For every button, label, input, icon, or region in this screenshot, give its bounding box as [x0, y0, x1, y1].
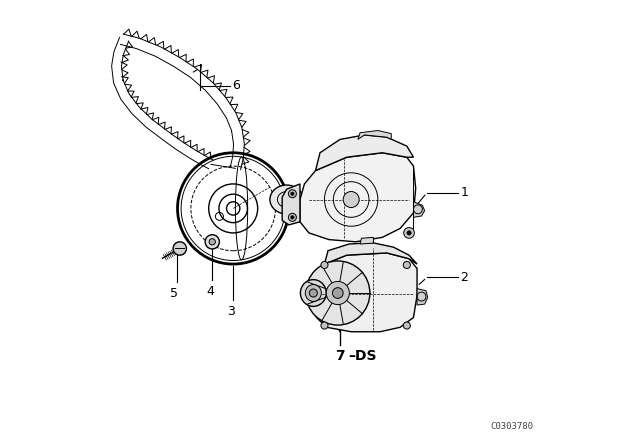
Circle shape: [326, 281, 349, 305]
Polygon shape: [300, 153, 416, 242]
Circle shape: [404, 228, 414, 238]
Ellipse shape: [300, 280, 326, 306]
Circle shape: [306, 261, 370, 325]
Circle shape: [321, 261, 328, 268]
Polygon shape: [324, 243, 417, 264]
Circle shape: [343, 191, 359, 207]
Text: 5: 5: [170, 287, 179, 300]
Circle shape: [291, 215, 294, 219]
Circle shape: [173, 242, 186, 255]
Circle shape: [407, 231, 412, 235]
Circle shape: [321, 322, 328, 329]
Text: 2: 2: [460, 271, 468, 284]
Circle shape: [209, 239, 216, 245]
Circle shape: [403, 261, 410, 268]
Polygon shape: [315, 253, 417, 332]
Polygon shape: [316, 135, 413, 171]
Polygon shape: [413, 202, 424, 217]
Text: 3: 3: [227, 305, 235, 318]
Ellipse shape: [305, 284, 321, 302]
Polygon shape: [282, 184, 300, 225]
Circle shape: [205, 235, 220, 249]
Polygon shape: [360, 237, 373, 244]
Text: C0303780: C0303780: [491, 422, 534, 431]
Circle shape: [289, 190, 296, 198]
Text: –DS: –DS: [348, 349, 376, 363]
Circle shape: [289, 213, 296, 221]
Text: 1: 1: [460, 186, 468, 199]
Text: 4: 4: [206, 285, 214, 298]
Circle shape: [403, 322, 410, 329]
Circle shape: [291, 192, 294, 195]
Polygon shape: [358, 130, 391, 139]
Ellipse shape: [270, 185, 303, 214]
Circle shape: [332, 288, 343, 298]
Circle shape: [309, 289, 317, 297]
Polygon shape: [417, 289, 428, 305]
Text: 7: 7: [335, 349, 345, 363]
Text: 6: 6: [232, 79, 240, 92]
